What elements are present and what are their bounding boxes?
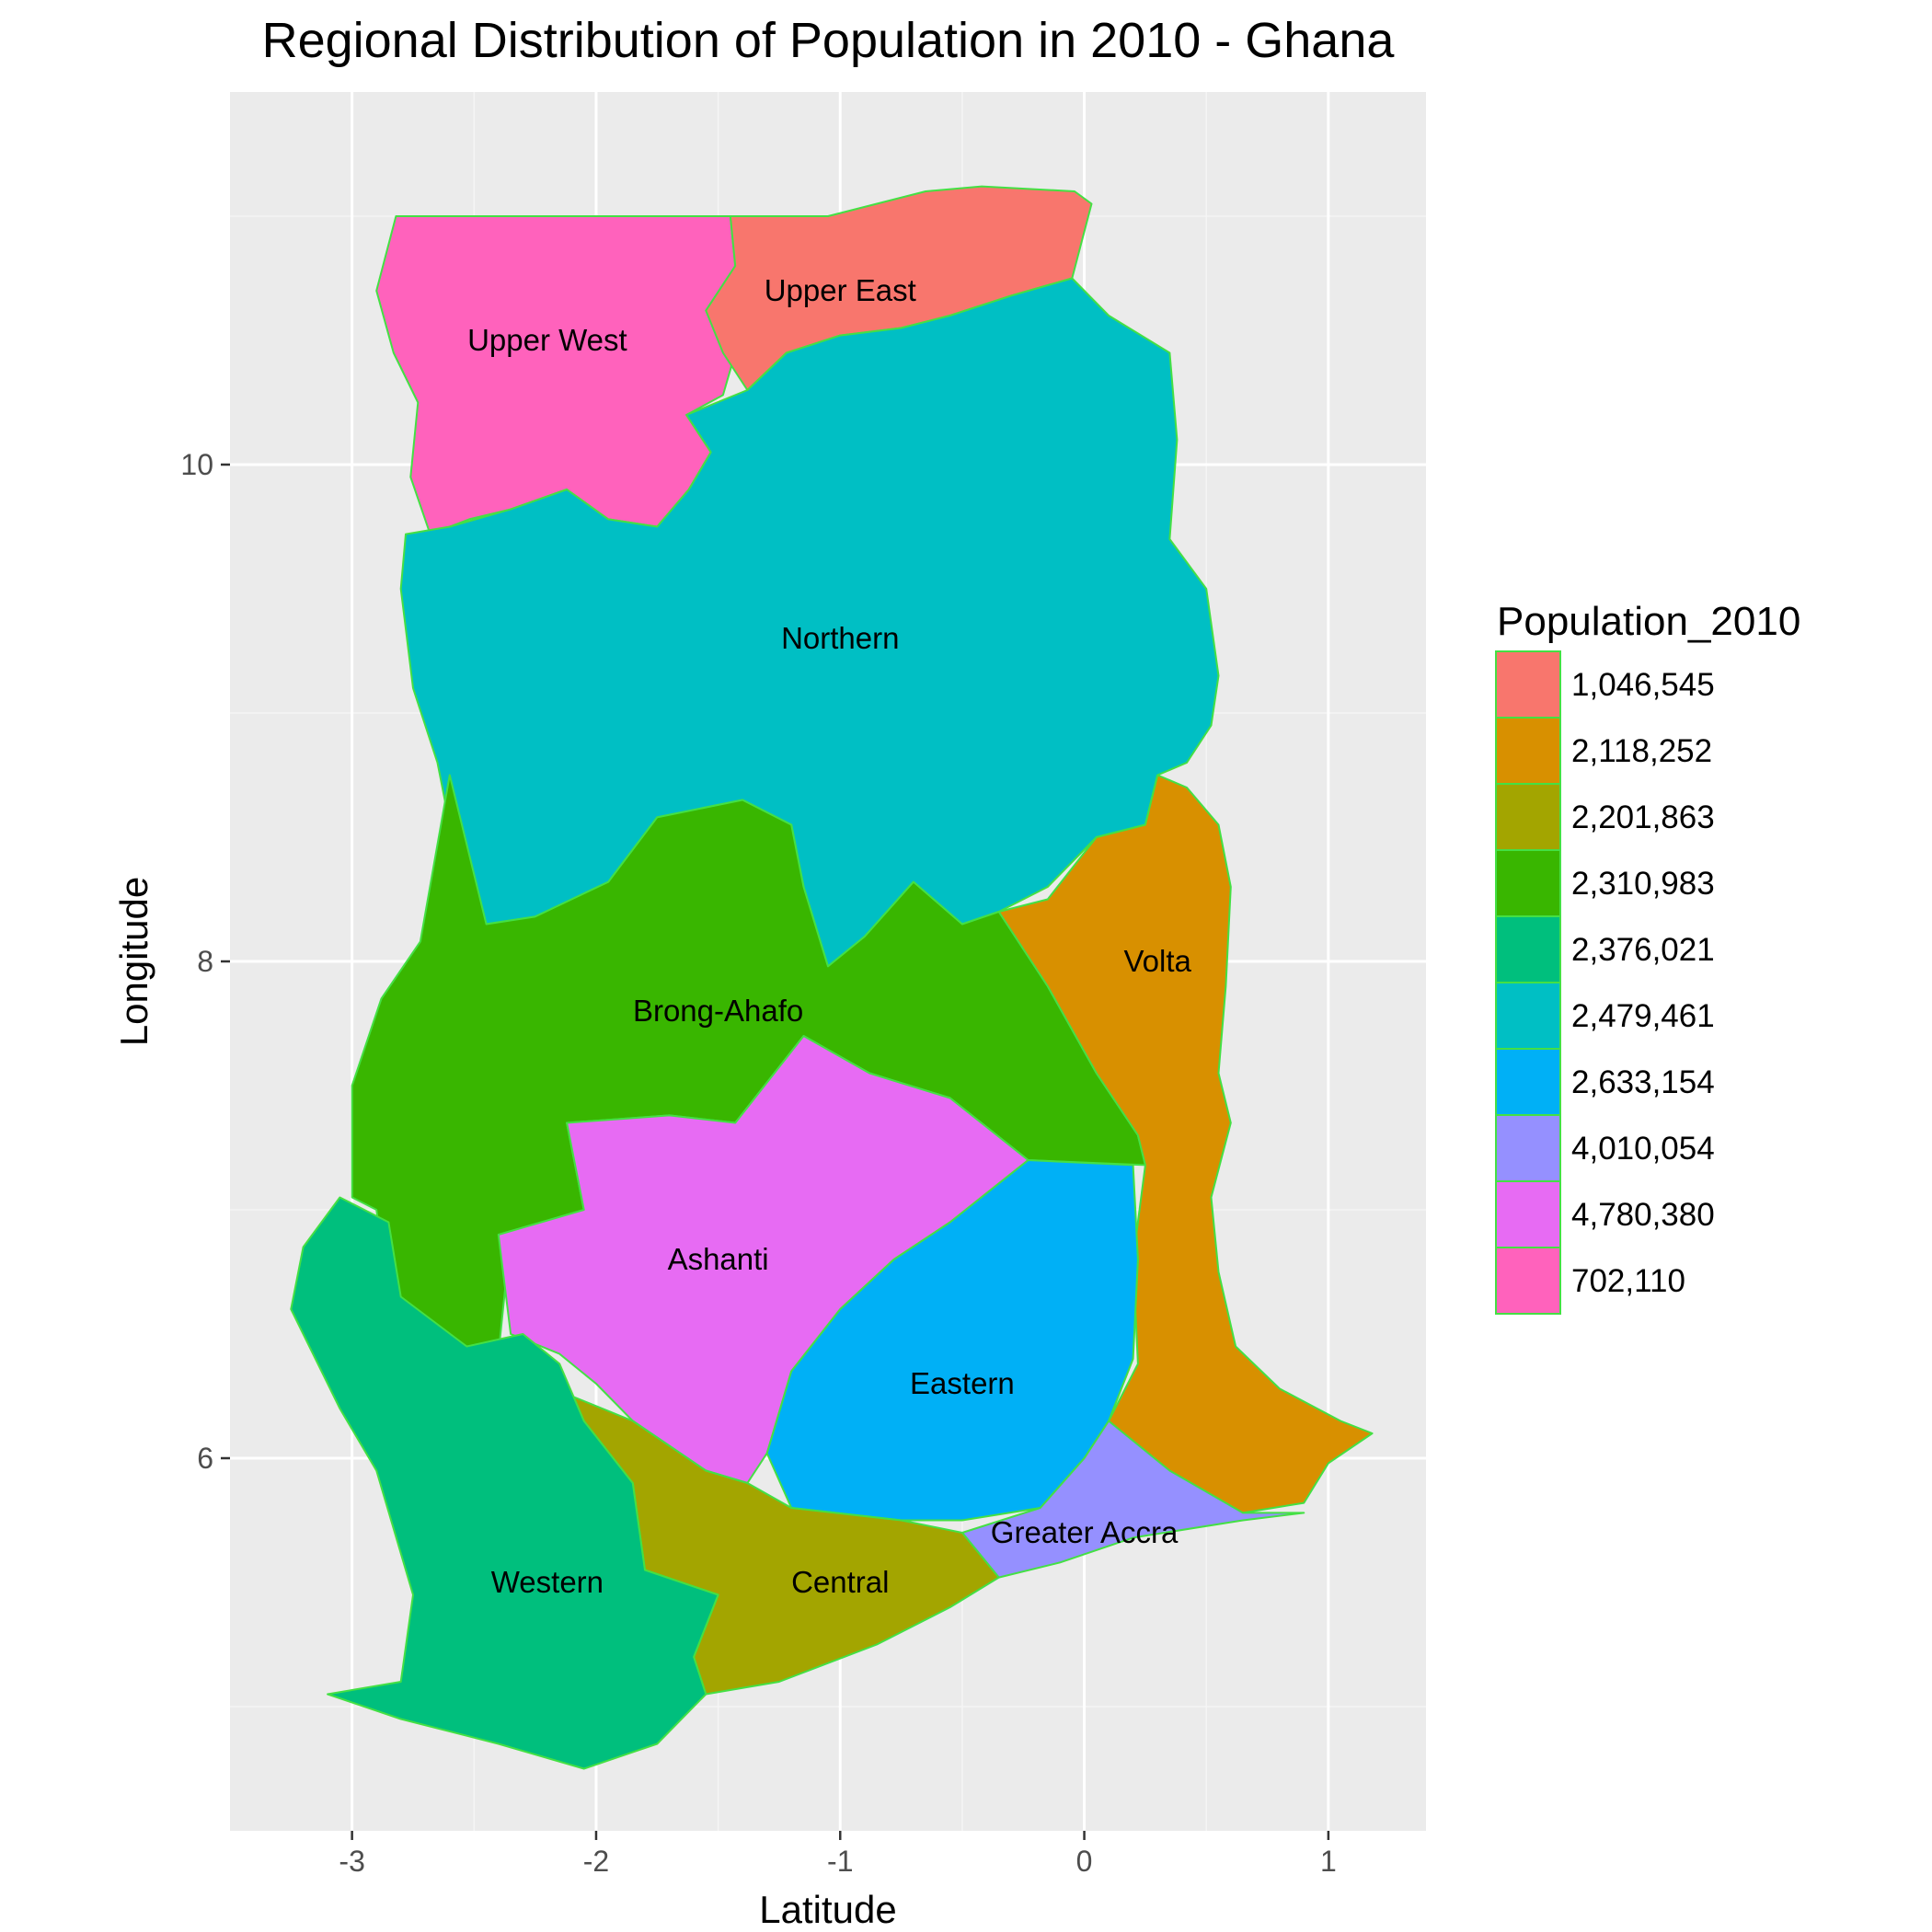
y-axis-title: Longitude <box>112 877 155 1047</box>
region-greater-accra <box>960 1420 1305 1579</box>
legend-label: 702,110 <box>1571 1263 1685 1299</box>
legend-swatch <box>1495 783 1561 851</box>
legend-label: 2,633,154 <box>1571 1064 1715 1100</box>
region-label-upper-west: Upper West <box>467 323 627 357</box>
x-tick-label: -2 <box>583 1845 609 1878</box>
region-label-upper-east: Upper East <box>765 273 916 307</box>
legend-swatch <box>1495 915 1561 983</box>
region-label-ashanti: Ashanti <box>668 1242 769 1276</box>
chart-title: Regional Distribution of Population in 2… <box>262 13 1396 68</box>
region-label-western: Western <box>491 1565 604 1599</box>
y-tick-label: 10 <box>180 448 213 481</box>
legend-entries: 1,046,545 2,118,252 2,201,863 2,310,983 2,37… <box>1495 650 1715 1315</box>
y-tick-label: 8 <box>197 945 213 978</box>
legend-swatch <box>1495 650 1561 719</box>
region-label-eastern: Eastern <box>910 1366 1015 1400</box>
legend-swatch <box>1495 849 1561 917</box>
legend-label: 4,780,380 <box>1571 1197 1715 1233</box>
region-volta <box>997 774 1374 1514</box>
x-tick-label: -1 <box>827 1845 853 1878</box>
legend-label: 2,376,021 <box>1571 932 1715 968</box>
legend-swatch <box>1495 1180 1561 1248</box>
y-axis-ticks: 6 8 10 <box>180 448 230 1475</box>
legend-swatch <box>1495 717 1561 785</box>
legend-label: 2,201,863 <box>1571 799 1715 835</box>
x-axis-title: Latitude <box>759 1888 896 1931</box>
region-labels: Upper West Upper East Northern Brong-Ahafo V… <box>467 273 1191 1599</box>
region-label-brong-ahafo: Brong-Ahafo <box>633 994 803 1028</box>
x-axis-ticks: -3 -2 -1 0 1 <box>339 1831 1337 1878</box>
x-tick-label: 1 <box>1320 1845 1337 1878</box>
legend-swatch <box>1495 1048 1561 1116</box>
legend-label: 4,010,054 <box>1571 1131 1715 1167</box>
legend-swatch <box>1495 1114 1561 1182</box>
legend-swatch <box>1495 1247 1561 1315</box>
legend-title: Population_2010 <box>1497 599 1800 644</box>
region-label-northern: Northern <box>781 621 899 655</box>
legend-label: 2,310,983 <box>1571 866 1715 902</box>
region-label-greater-accra: Greater Accra <box>991 1515 1179 1549</box>
region-eastern <box>765 1159 1139 1522</box>
region-label-volta: Volta <box>1123 944 1191 978</box>
region-label-central: Central <box>791 1565 889 1599</box>
legend-label: 2,118,252 <box>1571 733 1712 769</box>
legend-label: 2,479,461 <box>1571 998 1715 1034</box>
legend-label: 1,046,545 <box>1571 667 1715 703</box>
x-tick-label: 0 <box>1076 1845 1093 1878</box>
x-tick-label: -3 <box>339 1845 364 1878</box>
region-western <box>290 1196 719 1770</box>
legend: Population_2010 1,046,545 2,118,252 2,201,… <box>1495 599 1800 1315</box>
y-tick-label: 6 <box>197 1442 213 1475</box>
region-upper-west <box>375 215 737 535</box>
region-polygons <box>290 185 1374 1770</box>
legend-swatch <box>1495 982 1561 1050</box>
